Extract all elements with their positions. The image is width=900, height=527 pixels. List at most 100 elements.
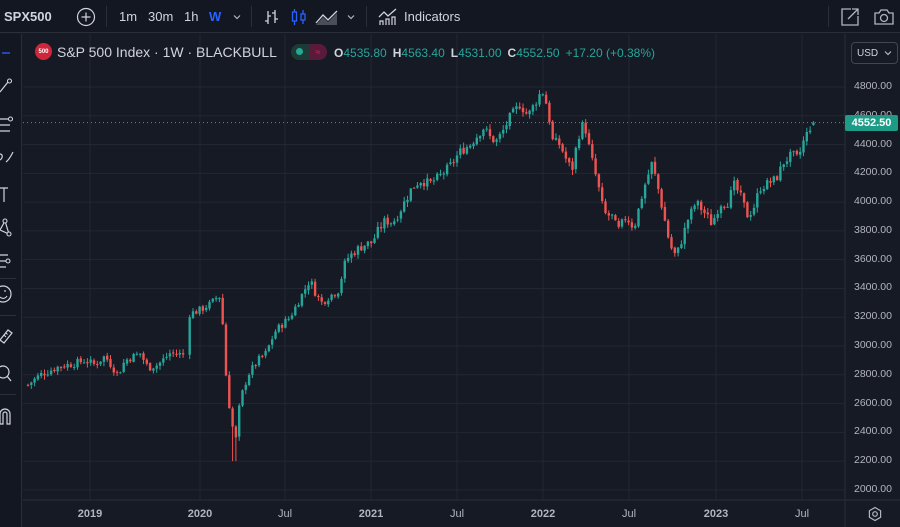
emoji-icon[interactable] — [0, 284, 14, 304]
gear-hexagon-icon[interactable] — [867, 506, 883, 522]
candle-body — [690, 208, 693, 220]
chart-type-dropdown[interactable] — [346, 0, 356, 33]
candle-body — [211, 298, 214, 302]
candle-body — [280, 324, 284, 328]
candle-body — [313, 281, 317, 296]
candle-body — [660, 189, 663, 208]
candle-body — [455, 155, 459, 163]
top-toolbar: SPX500 1m 30m 1h W Indicators — [0, 0, 900, 33]
price-tick-label: 3200.00 — [854, 310, 892, 323]
candle-body — [733, 180, 736, 191]
candle-body — [673, 247, 676, 254]
candle-body — [142, 353, 145, 360]
candle-body — [495, 139, 498, 142]
candle-body — [201, 306, 205, 311]
candle-body — [703, 209, 706, 214]
area-chart-icon — [315, 10, 338, 25]
candle-body — [696, 200, 700, 206]
candle-body — [399, 211, 403, 219]
data-delay-icon: ≈ — [308, 43, 327, 60]
candle-body — [488, 129, 492, 137]
candle-body — [465, 147, 469, 154]
candle-body — [99, 361, 102, 365]
candle-body — [515, 106, 518, 110]
symbol-logo: 500 — [35, 43, 52, 60]
candle-body — [663, 206, 667, 221]
candle-body — [304, 289, 307, 294]
candle-body — [544, 94, 548, 104]
sidebar-divider — [0, 394, 16, 395]
candle-body — [653, 161, 657, 174]
magnet-icon[interactable] — [0, 406, 14, 426]
trend-line-icon[interactable] — [0, 78, 14, 94]
candle-body — [726, 206, 729, 208]
fib-retracement-icon[interactable] — [0, 116, 14, 134]
snapshot-button[interactable] — [873, 0, 895, 33]
prediction-icon[interactable] — [0, 252, 14, 270]
candle-body — [383, 218, 386, 229]
candle-body — [109, 359, 112, 367]
candle-body — [643, 184, 647, 199]
candle-body — [195, 311, 198, 314]
bar-style-button[interactable] — [263, 0, 281, 33]
series-title[interactable]: S&P 500 Index · 1W · BLACKBULL — [57, 43, 277, 60]
candle-body — [680, 244, 683, 249]
area-style-button[interactable] — [315, 0, 339, 33]
add-symbol-button[interactable] — [76, 0, 96, 33]
timeframe-1h[interactable]: 1h — [184, 0, 198, 33]
candle-body — [568, 158, 571, 163]
candle-body — [792, 151, 795, 153]
candle-body — [257, 355, 261, 366]
chevron-down-icon — [884, 51, 892, 56]
candle-body — [756, 193, 759, 208]
candle-body — [637, 208, 640, 227]
indicators-button[interactable]: Indicators — [378, 0, 460, 33]
timeframe-dropdown[interactable] — [232, 0, 242, 33]
candle-body — [436, 173, 439, 180]
time-tick-label: 2022 — [530, 508, 556, 520]
candle-body — [535, 104, 538, 106]
timeframe-1m[interactable]: 1m — [119, 0, 137, 33]
candle-body — [389, 223, 393, 225]
candle-body — [805, 132, 808, 142]
candle-body — [597, 174, 601, 188]
market-status-toggle[interactable]: ≈ — [290, 43, 327, 60]
text-icon[interactable] — [0, 186, 14, 204]
ruler-icon[interactable] — [0, 326, 14, 346]
candle-body — [373, 238, 376, 243]
candle-body — [386, 217, 389, 225]
candle-body — [76, 359, 79, 368]
chevron-down-icon — [233, 14, 241, 19]
candlestick-icon — [291, 8, 306, 25]
pattern-icon[interactable] — [0, 218, 14, 238]
candle-body — [746, 202, 749, 218]
bar-chart-icon — [265, 9, 278, 24]
zoom-icon[interactable] — [0, 364, 14, 384]
candle-body — [46, 374, 49, 376]
candle-body — [327, 300, 330, 305]
candle-body — [587, 133, 591, 145]
candle-body — [323, 302, 327, 304]
high-value: 4563.40 — [401, 46, 445, 60]
candle-body — [713, 218, 716, 225]
brush-icon[interactable] — [0, 150, 14, 166]
currency-selector[interactable]: USD — [851, 42, 898, 64]
candle-body — [604, 201, 607, 214]
candle-style-button[interactable] — [290, 0, 308, 33]
timeframe-30m[interactable]: 30m — [148, 0, 173, 33]
candle-body — [152, 368, 155, 371]
candle-body — [73, 366, 76, 368]
candle-body — [554, 137, 558, 140]
candle-body — [360, 246, 363, 251]
fullscreen-button[interactable] — [840, 0, 860, 33]
candle-body — [508, 113, 511, 126]
crosshair-icon[interactable] — [0, 48, 14, 58]
timeframe-w[interactable]: W — [209, 0, 221, 33]
candle-body — [789, 151, 792, 162]
symbol-search[interactable]: SPX500 — [4, 9, 52, 24]
candle-body — [89, 359, 92, 363]
candle-body — [188, 317, 191, 355]
candle-body — [231, 408, 234, 427]
